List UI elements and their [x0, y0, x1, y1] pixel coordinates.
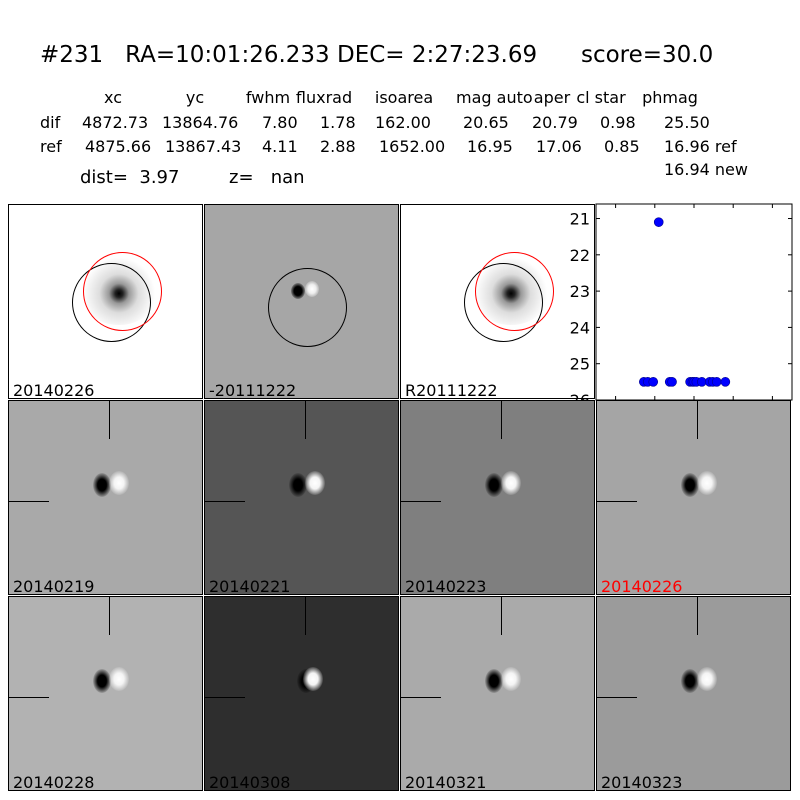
y-tick-label: 25 [570, 355, 590, 374]
y-tick-label: 23 [570, 282, 590, 301]
column-header: aper [533, 88, 571, 107]
table-cell: 13864.76 [162, 113, 239, 132]
crosshair-horizontal [9, 697, 49, 698]
table-cell: 0.85 [604, 137, 640, 156]
data-point [667, 377, 677, 387]
y-tick-label: 22 [570, 246, 590, 265]
crosshair-vertical [697, 401, 698, 439]
stamp-label: 20140219 [13, 577, 95, 595]
stamp-new: 20140226 [8, 204, 203, 399]
table-cell: 7.80 [262, 113, 298, 132]
stamp-label: 20140226 [13, 381, 95, 399]
column-header: cl star [576, 88, 626, 107]
data-point [711, 377, 722, 387]
table-cell: 25.50 [664, 113, 710, 132]
page-title: #231 RA=10:01:26.233 DEC= 2:27:23.69 sco… [40, 42, 714, 68]
y-tick-label: 24 [570, 318, 590, 337]
crosshair-horizontal [9, 501, 49, 502]
stamp-label: -20111222 [209, 381, 297, 399]
crosshair-vertical [305, 597, 306, 635]
stamp-label: 20140308 [209, 773, 291, 791]
column-header: isoarea [374, 88, 434, 107]
crosshair-vertical [697, 597, 698, 635]
data-point [653, 217, 664, 227]
stamp-20140226: 20140226 [596, 400, 791, 595]
table-cell: 1652.00 [379, 137, 446, 156]
stamp-20140228: 20140228 [8, 596, 203, 791]
phmag-new: 16.94 new [664, 160, 748, 179]
stamp-20140308: 20140308 [204, 596, 399, 791]
red-circle [475, 252, 554, 331]
table-cell: 4.11 [262, 137, 298, 156]
stamp-label: 20140228 [13, 773, 95, 791]
crosshair-horizontal [597, 697, 637, 698]
table-cell: 4872.73 [82, 113, 149, 132]
stamp-20140323: 20140323 [596, 596, 791, 791]
crosshair-vertical [501, 597, 502, 635]
crosshair-horizontal [205, 697, 245, 698]
table-cell: 0.98 [600, 113, 636, 132]
stamp-diff: -20111222 [204, 204, 399, 399]
crosshair-vertical [501, 401, 502, 439]
crosshair-horizontal [401, 501, 441, 502]
crosshair-horizontal [205, 501, 245, 502]
table-cell: 16.96 ref [664, 137, 737, 156]
stamp-label: 20140221 [209, 577, 291, 595]
table-cell: 20.79 [532, 113, 578, 132]
plot-area [595, 203, 793, 401]
stamp-label: R20111222 [405, 381, 498, 399]
row-label: dif [40, 113, 61, 132]
y-tick-label: 21 [570, 210, 590, 229]
table-cell: 16.95 [467, 137, 513, 156]
row-label: ref [40, 137, 62, 156]
dist-value: dist= 3.97 [80, 167, 180, 188]
stamp-20140219: 20140219 [8, 400, 203, 595]
stamp-label: 20140323 [601, 773, 683, 791]
black-circle [268, 268, 347, 347]
column-header: phmag [642, 88, 698, 107]
table-cell: 13867.43 [165, 137, 242, 156]
crosshair-horizontal [401, 697, 441, 698]
red-circle [83, 252, 162, 331]
column-header: yc [185, 88, 205, 107]
column-header: fluxrad [295, 88, 353, 107]
stamp-20140221: 20140221 [204, 400, 399, 595]
table-cell: 4875.66 [85, 137, 152, 156]
stamp-20140223: 20140223 [400, 400, 595, 595]
crosshair-vertical [305, 401, 306, 439]
table-cell: 17.06 [536, 137, 582, 156]
column-header: fwhm [245, 88, 291, 107]
table-cell: 162.00 [375, 113, 431, 132]
crosshair-vertical [109, 597, 110, 635]
stamp-20140321: 20140321 [400, 596, 595, 791]
crosshair-vertical [109, 401, 110, 439]
magnitude-chart: -100-50050100212223242526 [570, 203, 793, 424]
data-point [648, 377, 659, 387]
table-cell: 20.65 [463, 113, 509, 132]
stamp-ref: R20111222 [400, 204, 595, 399]
crosshair-horizontal [597, 501, 637, 502]
table-cell: 1.78 [320, 113, 356, 132]
data-point [720, 377, 731, 387]
z-value: z= nan [229, 167, 305, 188]
stamp-label: 20140321 [405, 773, 487, 791]
column-header: xc [104, 88, 122, 107]
stamp-label: 20140223 [405, 577, 487, 595]
column-header: mag auto [456, 88, 533, 107]
table-cell: 2.88 [320, 137, 356, 156]
stamp-label: 20140226 [601, 577, 683, 595]
